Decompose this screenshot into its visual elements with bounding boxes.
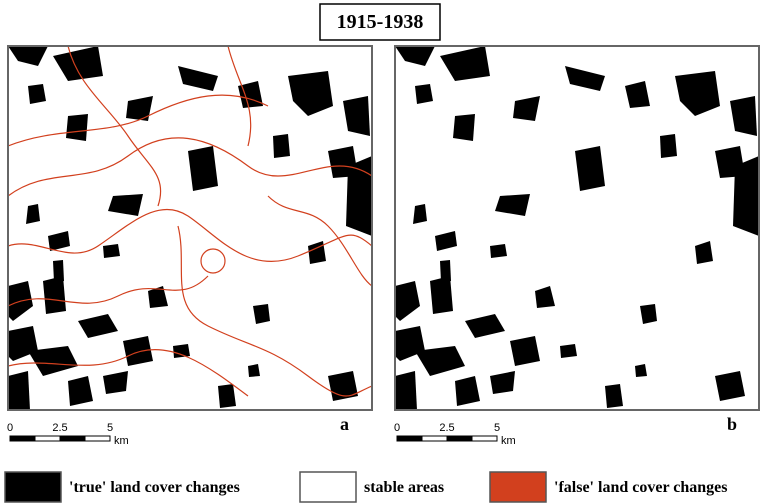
legend-swatch bbox=[299, 471, 357, 503]
scale-segment bbox=[446, 435, 473, 442]
title: 1915-1938 bbox=[337, 11, 424, 33]
title-box bbox=[319, 3, 441, 41]
scale-segment bbox=[84, 435, 111, 442]
legend-swatch bbox=[489, 471, 547, 503]
scale-segment bbox=[34, 435, 61, 442]
scale-label: 0 bbox=[394, 422, 400, 434]
legend-label: 'true' land cover changes bbox=[69, 479, 240, 496]
scale-label: 2.5 bbox=[52, 422, 67, 434]
map-b bbox=[394, 45, 760, 411]
legend-label: 'false' land cover changes bbox=[554, 479, 727, 496]
scale-label: 2.5 bbox=[439, 422, 454, 434]
scale-label: 5 bbox=[107, 422, 113, 434]
scale-segment bbox=[471, 435, 498, 442]
scale-segment bbox=[9, 435, 36, 442]
panel-label: b bbox=[727, 414, 737, 434]
map-a bbox=[7, 45, 373, 411]
scale-label: 0 bbox=[7, 422, 13, 434]
legend-label: stable areas bbox=[364, 479, 444, 496]
legend-swatch bbox=[4, 471, 62, 503]
scale-segment bbox=[59, 435, 86, 442]
scale-segment bbox=[421, 435, 448, 442]
scale-label: 5 bbox=[494, 422, 500, 434]
panel-label: a bbox=[340, 414, 349, 434]
scale-unit: km bbox=[114, 435, 129, 447]
scale-unit: km bbox=[501, 435, 516, 447]
scale-segment bbox=[396, 435, 423, 442]
